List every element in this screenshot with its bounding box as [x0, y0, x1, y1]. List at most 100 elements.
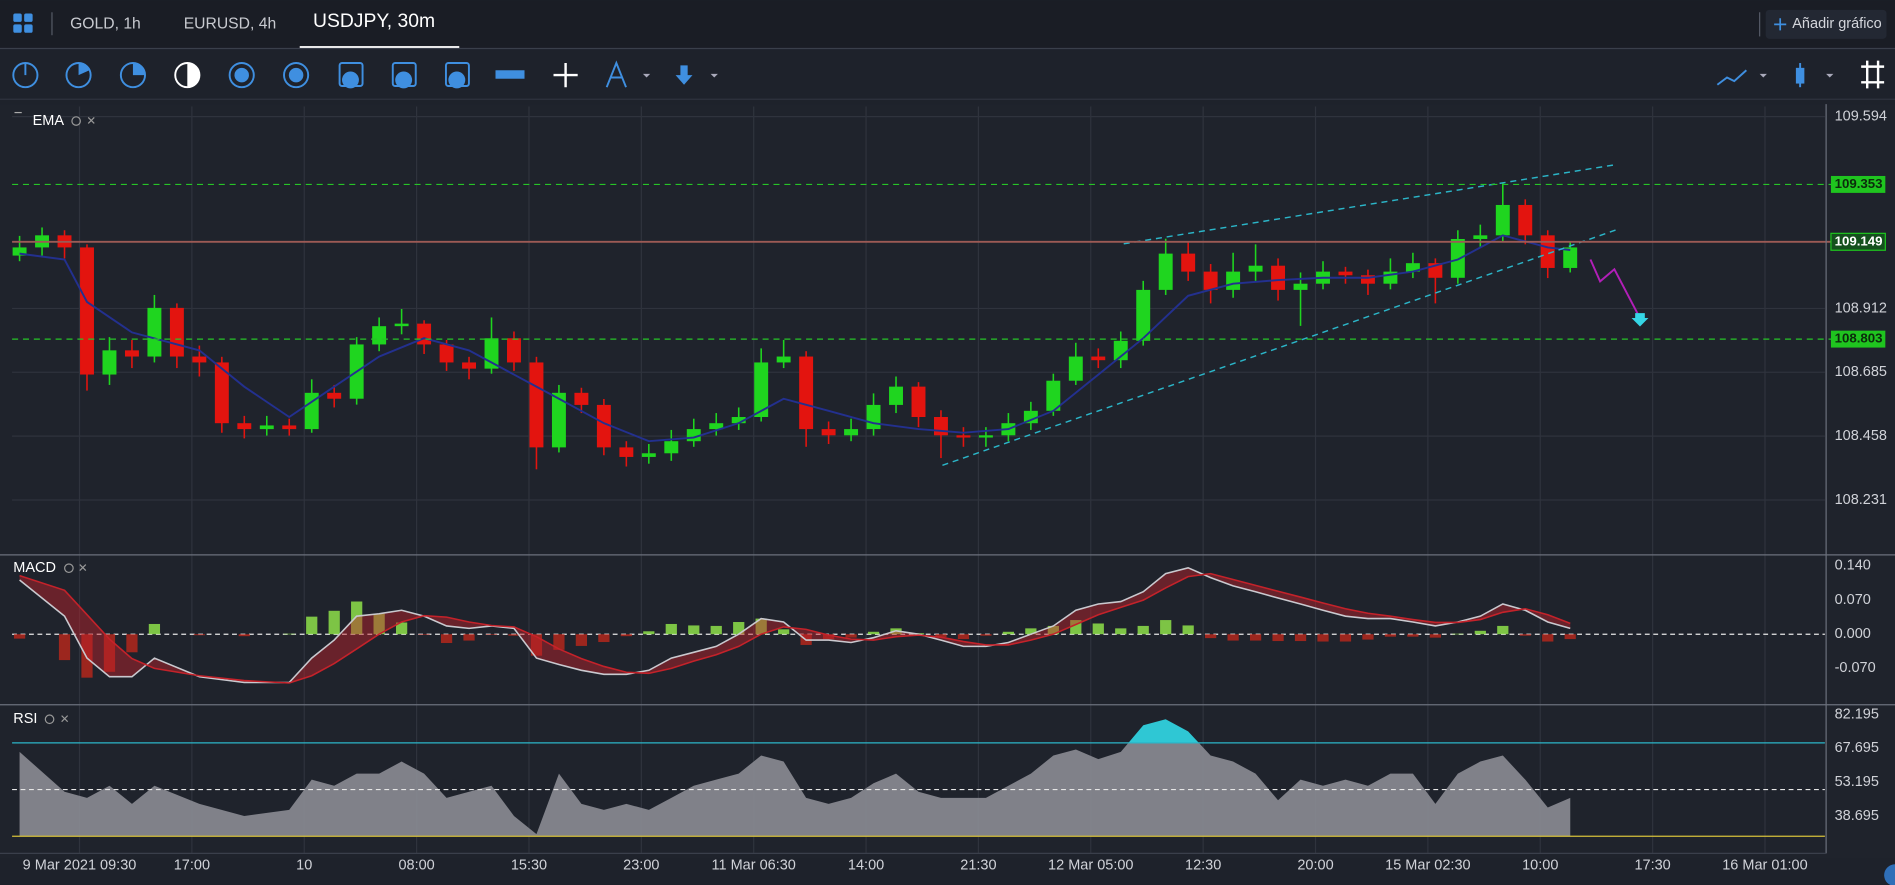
histogram-bar	[1542, 634, 1554, 642]
y-tick-label: 0.000	[1835, 626, 1871, 642]
histogram-bar	[328, 610, 340, 635]
y-tick-label: 108.912	[1835, 300, 1887, 316]
candle-body	[1360, 275, 1375, 284]
candle-body	[776, 356, 791, 363]
candle-body	[1023, 410, 1038, 424]
candle-body	[596, 404, 611, 448]
price-level-label: 108.803	[1835, 331, 1883, 346]
signal-line	[19, 572, 1571, 684]
candle-body	[866, 404, 881, 430]
x-tick-label: 17:30	[1634, 857, 1670, 873]
candle-body	[304, 392, 319, 430]
candle-body	[664, 441, 679, 454]
histogram-bar	[1249, 634, 1262, 641]
settings-icon[interactable]	[44, 714, 55, 725]
candle-body	[1181, 253, 1196, 272]
tab-active[interactable]: USDJPY, 30m	[313, 11, 435, 32]
x-tick-label: 14:00	[848, 857, 884, 873]
y-tick-label: 53.195	[1835, 774, 1879, 790]
price-level-label: 109.149	[1835, 233, 1883, 248]
histogram-bar	[395, 622, 408, 635]
histogram-bar	[81, 634, 93, 678]
histogram-bar	[283, 633, 295, 635]
histogram-bar	[710, 625, 722, 635]
pane-title: EMA	[33, 113, 65, 129]
histogram-bar	[1115, 628, 1127, 635]
histogram-bar	[688, 625, 700, 635]
candle-body	[821, 429, 836, 436]
x-tick-label: 17:00	[174, 857, 210, 873]
histogram-bar	[867, 631, 880, 635]
tab[interactable]: EURUSD, 4h	[184, 15, 277, 32]
tab-underline	[299, 46, 460, 49]
y-tick-label: 108.458	[1835, 428, 1887, 444]
x-tick-label: 11 Mar 06:30	[712, 857, 796, 873]
histogram-bar	[553, 634, 565, 650]
close-icon[interactable]	[79, 564, 87, 572]
candle-body	[641, 453, 656, 457]
scroll-button[interactable]	[1884, 864, 1895, 885]
histogram-bar	[1227, 634, 1239, 641]
price-level-box	[1830, 175, 1886, 193]
pane-title: RSI	[13, 711, 37, 727]
histogram-bar	[1407, 634, 1419, 637]
pane-title: MACD	[13, 560, 56, 576]
histogram-bar	[1384, 634, 1397, 637]
histogram-bar	[733, 622, 745, 635]
histogram-bar	[1070, 620, 1082, 635]
histogram-bar	[103, 634, 116, 672]
candle-body	[956, 435, 971, 438]
histogram-bar	[665, 623, 677, 635]
candle-body	[1203, 271, 1218, 290]
histogram-bar	[778, 629, 790, 635]
close-icon[interactable]	[61, 715, 69, 723]
x-tick-label: 10	[296, 857, 312, 873]
histogram-bar	[148, 623, 161, 635]
candle-body	[619, 447, 634, 457]
candle-body	[417, 323, 432, 345]
histogram-bar	[1564, 634, 1576, 640]
y-tick-label: 108.685	[1835, 364, 1887, 380]
trend-line	[1123, 164, 1614, 245]
histogram-bar	[1362, 634, 1374, 640]
add-chart-button[interactable]	[1765, 9, 1887, 39]
candle-body	[1113, 340, 1128, 361]
histogram-bar	[1452, 633, 1464, 635]
settings-icon[interactable]	[71, 116, 81, 126]
candle-body	[282, 425, 297, 430]
histogram-bar	[463, 634, 475, 641]
price-level-box	[1830, 330, 1886, 348]
marks-layer	[12, 164, 1835, 837]
candle-body	[1136, 289, 1151, 341]
histogram-bar	[238, 634, 250, 637]
tab[interactable]: GOLD, 1h	[70, 15, 141, 32]
toolbar-icons[interactable]	[12, 60, 1885, 89]
candle-body	[507, 338, 521, 363]
histogram-bar	[822, 634, 835, 640]
settings-icon[interactable]	[64, 563, 74, 574]
x-tick-label: 9 Mar 2021 09:30	[23, 857, 137, 873]
histogram-bar	[418, 634, 430, 635]
histogram-bar	[508, 634, 520, 636]
x-tick-label: 15:30	[511, 857, 547, 873]
candle-body	[1518, 204, 1533, 236]
add-chart-label[interactable]: Añadir gráfico	[1792, 16, 1881, 32]
candle-body	[1540, 235, 1555, 268]
y-tick-label: 67.695	[1835, 740, 1879, 756]
price-level-box	[1830, 232, 1886, 251]
candle-body	[709, 423, 724, 430]
ema-line	[19, 234, 1571, 443]
close-icon[interactable]	[87, 116, 95, 124]
candle-body	[462, 362, 477, 369]
sell-arrow	[1631, 313, 1649, 327]
candle-body	[529, 362, 544, 448]
x-tick-label: 16 Mar 01:00	[1722, 857, 1807, 873]
candle-body	[214, 362, 229, 424]
histogram-bar	[351, 601, 363, 635]
apps-icon[interactable]	[13, 13, 33, 33]
candle-body	[259, 425, 274, 430]
candle-body	[169, 307, 184, 357]
histogram-bar	[620, 634, 632, 637]
